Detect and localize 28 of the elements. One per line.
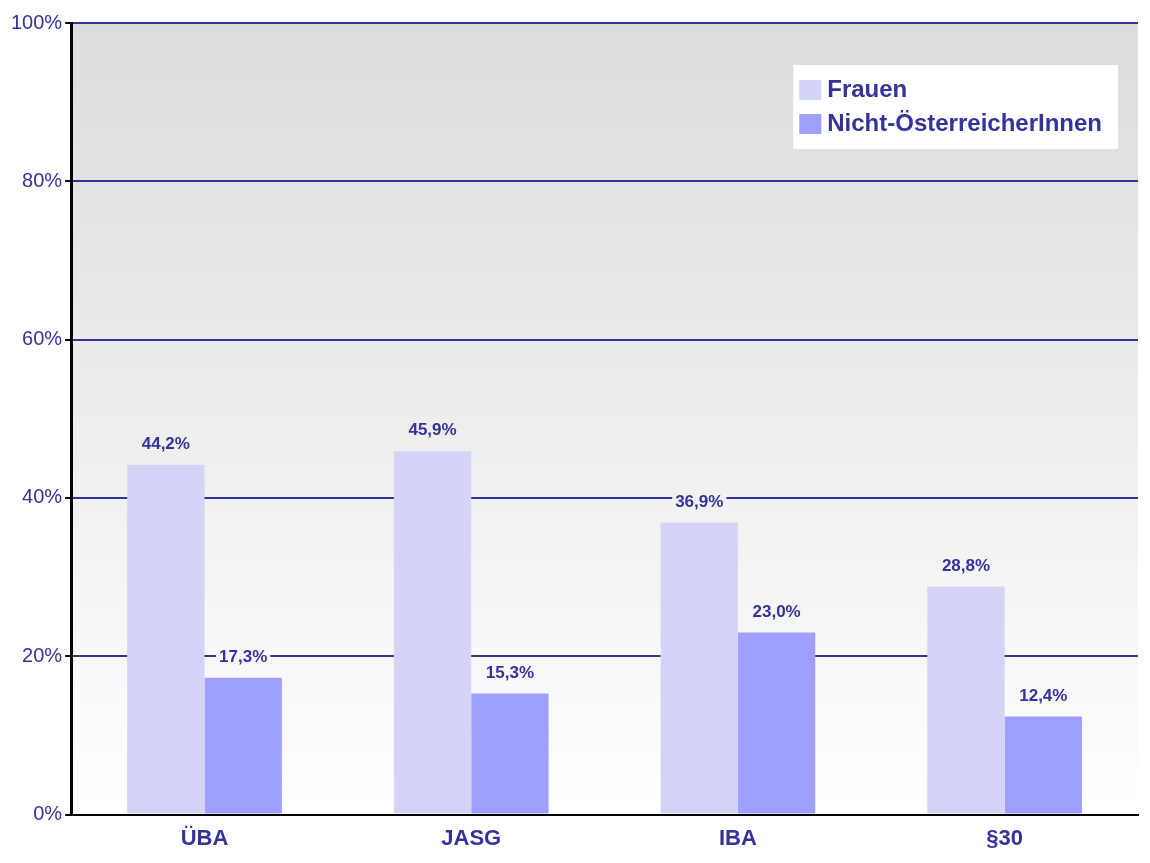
x-tick-label: ÜBA [180, 824, 229, 850]
data-label: 36,9% [675, 491, 724, 511]
data-label: 28,8% [941, 555, 991, 575]
x-tick-label: JASG [441, 824, 502, 850]
bar [471, 693, 549, 814]
y-tick-label: 80% [22, 168, 63, 191]
bar [660, 522, 738, 814]
legend-label: Nicht-ÖsterreicherInnen [827, 108, 1102, 136]
bar [204, 677, 282, 814]
data-label: 17,3% [219, 646, 268, 666]
data-label: 23,0% [752, 601, 801, 621]
bar [1004, 716, 1082, 814]
y-tick-label: 20% [22, 643, 63, 666]
bar [737, 632, 816, 814]
bar [393, 451, 472, 814]
bar [127, 464, 205, 814]
y-tick-label: 100% [11, 10, 63, 33]
y-tick-label: 40% [22, 485, 63, 508]
data-label: 44,2% [141, 433, 190, 453]
legend-label: Frauen [827, 74, 908, 102]
data-label: 45,9% [408, 420, 457, 440]
data-label: 15,3% [485, 662, 534, 682]
x-tick-label: §30 [986, 824, 1023, 850]
data-label: 12,4% [1019, 685, 1068, 705]
bar [927, 586, 1005, 814]
y-tick-label: 60% [22, 327, 63, 350]
x-tick-label: IBA [718, 824, 757, 850]
y-tick-label: 0% [33, 802, 63, 825]
